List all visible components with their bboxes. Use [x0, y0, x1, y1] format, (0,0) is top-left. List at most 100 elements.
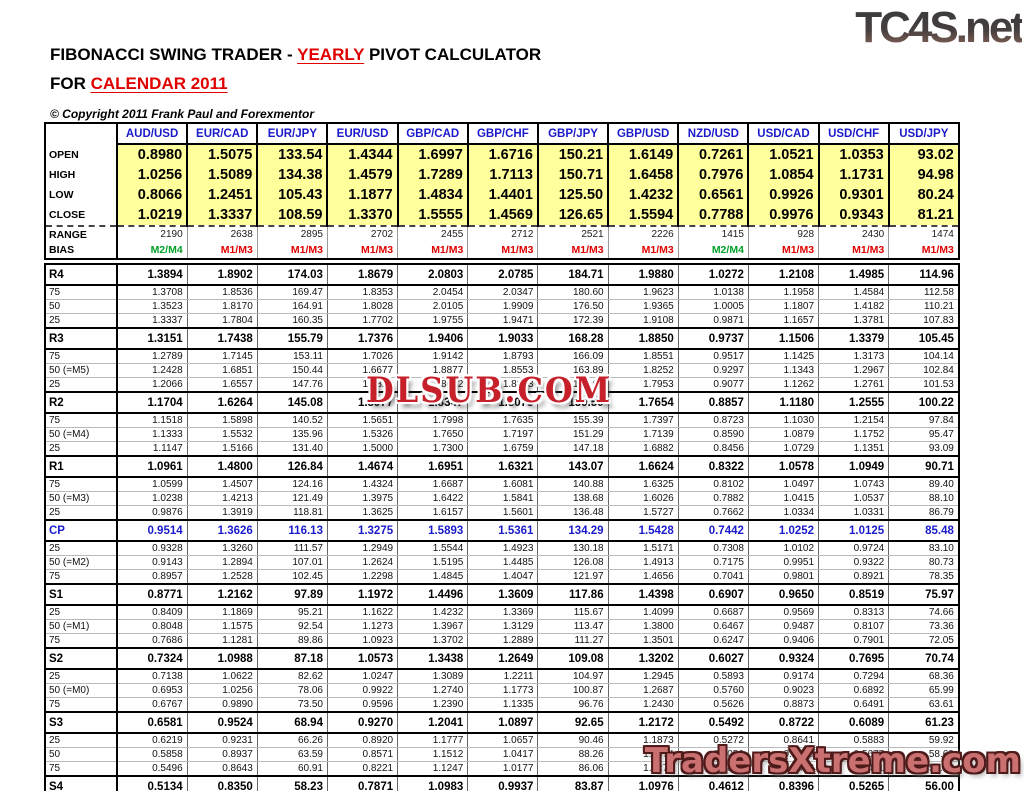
cell: 102.45 — [256, 569, 328, 585]
cell: 1.0331 — [818, 505, 889, 521]
cell: 1.1574 — [607, 747, 679, 762]
cell: 147.18 — [537, 441, 609, 457]
cell: 2895 — [256, 225, 328, 242]
table-row-25: 25 0.9328 1.3260 111.57 1.2949 1.5544 1.4923 13… — [45, 541, 959, 556]
cell: M1/M3 — [888, 242, 959, 259]
cell: 1.0537 — [818, 491, 889, 506]
table-row-75: 75 1.1518 1.5898 140.52 1.5651 1.7998 1.7635 15… — [45, 413, 959, 428]
cell: 1.8028 — [326, 299, 398, 314]
cell: 111.57 — [256, 541, 328, 556]
cell: 0.9724 — [818, 541, 889, 556]
cell: 1.4674 — [326, 455, 398, 478]
row-label: 25 — [45, 505, 118, 521]
pair-header-row: AUD/USD EUR/CAD EUR/JPY EUR/USD GBP/CAD GBP/C… — [45, 123, 959, 145]
cell: 1.7376 — [326, 327, 398, 350]
cell: 1.0415 — [747, 491, 819, 506]
cell: 1.1704 — [116, 391, 188, 414]
cell: 1.6157 — [397, 505, 468, 521]
row-label: 75 — [45, 697, 118, 713]
cell: 1.0497 — [747, 477, 819, 492]
cell: 2.0347 — [467, 285, 538, 300]
cell: 0.9976 — [747, 205, 819, 226]
cell: 1.7998 — [397, 413, 468, 428]
table-row-s3: S3 0.6581 0.9524 68.94 0.9270 1.2041 1.0897 92.… — [45, 711, 959, 734]
cell: 1.4398 — [607, 583, 679, 606]
cell: 1.3260 — [186, 541, 258, 556]
cell: 116.13 — [256, 519, 328, 542]
row-label: R3 — [45, 327, 118, 350]
cell: 1.2889 — [467, 633, 538, 649]
cell: 2.0785 — [467, 263, 538, 286]
cell: 2226 — [607, 225, 679, 242]
table-row-50: 50 0.5858 0.8937 63.59 0.8571 1.1512 1.0417 88.… — [45, 747, 959, 762]
cell: 1.6997 — [396, 144, 468, 165]
cell: 1.9033 — [467, 327, 538, 350]
cell: 1.0983 — [397, 775, 468, 791]
cell: 1.2789 — [116, 349, 188, 364]
cell: 2638 — [186, 225, 258, 242]
pair-header-usd-cad: USD/CAD — [747, 123, 819, 145]
cell: 0.6687 — [677, 605, 749, 620]
row-label: 50 — [45, 747, 118, 762]
cell: 1.8850 — [607, 327, 679, 350]
cell: 0.9922 — [326, 683, 398, 698]
cell: 0.8857 — [677, 391, 749, 414]
tradersxtreme-logo: TradersXtreme.com — [644, 741, 1021, 781]
row-label: BIAS — [45, 242, 118, 259]
cell: 86.79 — [888, 505, 959, 521]
row-label: S1 — [45, 583, 118, 606]
cell: 1.0578 — [747, 455, 819, 478]
cell: 1.7145 — [186, 349, 258, 364]
cell: 0.8409 — [116, 605, 188, 620]
cell: 134.38 — [256, 165, 328, 185]
cell: 169.47 — [256, 285, 328, 300]
cell: 2455 — [397, 225, 468, 242]
cell: 0.8873 — [747, 697, 819, 713]
cell: 0.6767 — [116, 697, 188, 713]
cell: 1.7804 — [186, 313, 258, 329]
cell: M1/M3 — [818, 242, 889, 259]
table-row-50-m3-: 50 (=M3) 1.0238 1.4213 121.49 1.3975 1.6422 1.… — [45, 491, 959, 506]
cell: 1.4913 — [607, 555, 679, 570]
cell: 0.7976 — [677, 165, 749, 185]
cell: 0.6027 — [677, 647, 749, 670]
row-label: 25 — [45, 541, 118, 556]
cell: 1.5361 — [467, 519, 538, 542]
cell: 125.50 — [536, 185, 609, 205]
cell: 1.3501 — [607, 633, 679, 649]
cell: 1.8353 — [326, 285, 398, 300]
cell: 1.2108 — [747, 263, 819, 286]
cell: 1.2211 — [467, 669, 538, 684]
cell: 1.0599 — [116, 477, 188, 492]
cell: 0.7871 — [326, 775, 398, 791]
cell: 1.4324 — [326, 477, 398, 492]
cell: 1.1752 — [818, 427, 889, 442]
cell: 97.84 — [888, 413, 959, 428]
cell: 1.3173 — [818, 349, 889, 364]
cell: 0.7788 — [677, 205, 749, 226]
cell: 111.27 — [537, 633, 609, 649]
cell: 1.1777 — [397, 733, 468, 748]
cell: 1.3967 — [397, 619, 468, 634]
cell: 1.3626 — [186, 519, 258, 542]
cell: 89.86 — [256, 633, 328, 649]
cell: 1.7113 — [466, 165, 538, 185]
table-row-cp: CP 0.9514 1.3626 116.13 1.3275 1.5893 1.5361 13… — [45, 519, 959, 542]
table-row-open: OPEN 0.8980 1.5075 133.54 1.4344 1.6997 1.6716… — [45, 144, 959, 165]
cell: 104.14 — [888, 349, 959, 364]
cell: 1.0961 — [116, 455, 188, 478]
cell: 0.8571 — [326, 747, 398, 762]
cell: 0.9514 — [116, 519, 188, 542]
cell: 1.6026 — [607, 491, 679, 506]
cell: 1.2761 — [818, 377, 889, 393]
cell: 1.1351 — [818, 441, 889, 457]
cell: 1.3975 — [326, 491, 398, 506]
ohlc-table: AUD/USD EUR/CAD EUR/JPY EUR/USD GBP/CAD GBP/C… — [44, 122, 960, 260]
cell: 155.79 — [256, 327, 328, 350]
cell: 1.5841 — [467, 491, 538, 506]
cell: 150.71 — [536, 165, 609, 185]
row-label: 75 — [45, 285, 118, 300]
row-label: 50 — [45, 299, 118, 314]
cell: 0.9322 — [818, 555, 889, 570]
row-label: OPEN — [45, 144, 118, 165]
